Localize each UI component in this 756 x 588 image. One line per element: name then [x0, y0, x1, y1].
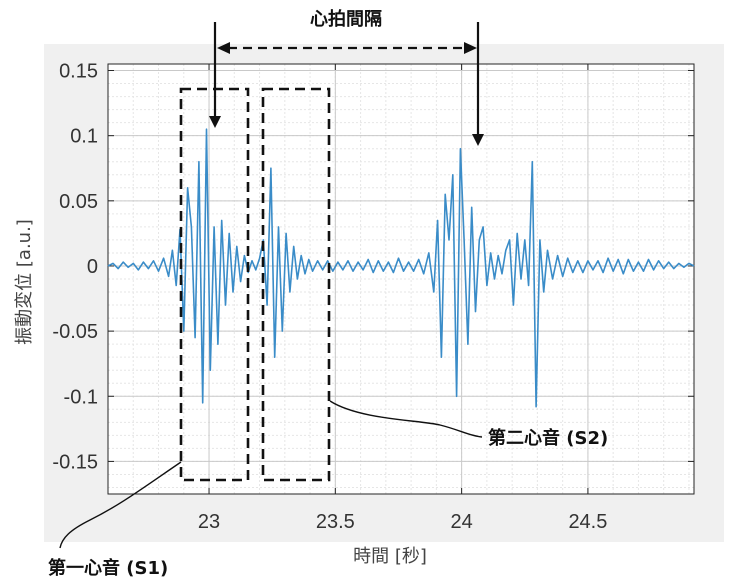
plot-frame: [107, 63, 695, 495]
s1-peak-arrowhead: [209, 116, 221, 128]
s2-label: 第二心音 (S2): [488, 427, 608, 449]
y-tick-label: -0.15: [52, 451, 98, 473]
x-axis-label: 時間 [秒]: [353, 546, 427, 567]
s2-box: [261, 87, 331, 482]
y-tick-label: 0: [87, 256, 98, 278]
interval-arrowhead-left: [217, 42, 230, 54]
x-tick-label: 24: [450, 511, 472, 533]
y-tick-label: 0.15: [59, 61, 98, 83]
y-tick-labels: 0.15 0.1 0.05 0 -0.05 -0.1 -0.15: [52, 61, 98, 474]
y-tick-label: 0.1: [70, 126, 98, 148]
axis-ticks: [108, 64, 694, 494]
s2-leader-line: [329, 400, 483, 438]
x-tick-label: 23: [198, 511, 220, 533]
y-tick-label: 0.05: [59, 191, 98, 213]
x-tick-label: 24.5: [568, 511, 607, 533]
s2-peak-arrowhead: [472, 134, 484, 146]
interval-arrowhead-right: [464, 42, 477, 54]
y-tick-label: -0.1: [64, 386, 98, 408]
series-line: [107, 128, 695, 408]
s1-leader-line: [59, 461, 182, 549]
x-tick-labels: 23 23.5 24 24.5: [198, 511, 607, 533]
x-tick-label: 23.5: [316, 511, 355, 533]
y-axis-label: 振動変位 [a.u.]: [14, 219, 35, 345]
s1-label: 第一心音 (S1): [48, 557, 168, 579]
y-tick-label: -0.05: [52, 321, 98, 343]
interval-label: 心拍間隔: [310, 8, 382, 30]
